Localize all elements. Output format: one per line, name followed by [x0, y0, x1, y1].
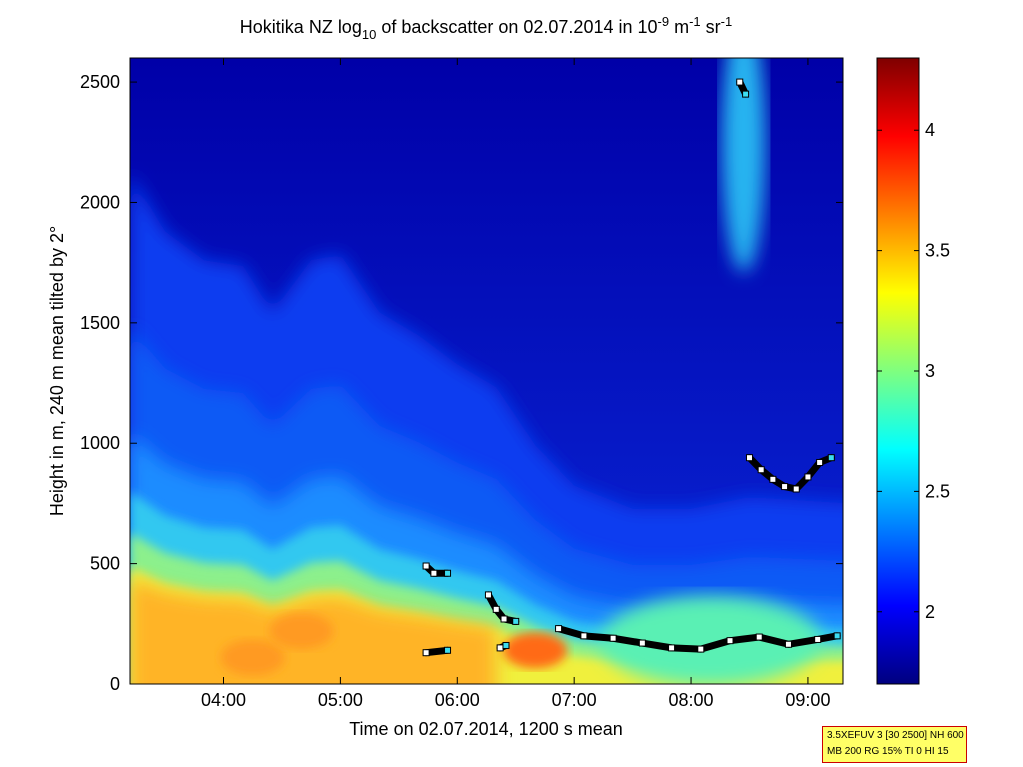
marker-series-layer-0620 [484, 591, 520, 625]
y-tick-label-5: 2500 [80, 72, 120, 92]
marker-point [555, 625, 563, 633]
marker-point [492, 605, 500, 613]
field-hotspot-2 [503, 632, 568, 669]
marker-point [792, 485, 800, 493]
marker-point [422, 649, 430, 657]
y-tick-label-0: 0 [110, 674, 120, 694]
marker-point [827, 454, 835, 462]
marker-point [500, 615, 508, 623]
y-axis: 0 500 1000 1500 2000 2500 [80, 72, 843, 694]
cb-tick-label-3: 3.5 [925, 241, 950, 261]
marker-point [745, 454, 753, 462]
marker-point [781, 483, 789, 491]
field-surface-late [600, 595, 821, 684]
marker-series-boundary-layer [555, 625, 841, 653]
marker-point [816, 458, 824, 466]
x-axis: 04:00 05:00 06:00 07:00 08:00 09:00 [201, 58, 830, 710]
layer-markers [422, 78, 841, 657]
marker-point [512, 617, 520, 625]
marker-point [444, 569, 452, 577]
info-line-2: MB 200 RG 15% TI 0 HI 15 [827, 746, 949, 757]
marker-trace-layer-0620 [484, 591, 520, 625]
y-tick-label-1: 500 [90, 554, 120, 574]
marker-series-layer-0545-low [422, 646, 452, 657]
cb-tick-label-2: 3 [925, 361, 935, 381]
x-tick-label-3: 07:00 [552, 690, 597, 710]
x-axis-label: Time on 02.07.2014, 1200 s mean [349, 719, 623, 739]
marker-point [726, 637, 734, 645]
marker-point [444, 646, 452, 654]
info-line-1: 3.5XEFUV 3 [30 2500] NH 600 [827, 730, 964, 741]
cb-tick-label-1: 2.5 [925, 481, 950, 501]
chart-title: Hokitika NZ log10 of backscatter on 02.0… [240, 14, 732, 42]
y-axis-label: Height in m, 240 m mean tilted by 2° [47, 226, 67, 516]
cb-tick-label-0: 2 [925, 602, 935, 622]
marker-point [769, 475, 777, 483]
field-hotspot-0 [220, 639, 285, 676]
marker-series-layer-0545 [422, 562, 452, 577]
marker-point [736, 78, 744, 86]
heatmap-field [130, 58, 843, 684]
marker-point [757, 466, 765, 474]
y-tick-label-2: 1000 [80, 433, 120, 453]
marker-point [580, 632, 588, 640]
marker-series-top-layer [736, 78, 750, 98]
marker-series-upper-layer [745, 454, 835, 493]
marker-point [484, 591, 492, 599]
marker-point [804, 473, 812, 481]
marker-point [697, 645, 705, 653]
field-plume [721, 58, 766, 273]
y-tick-label-3: 1500 [80, 313, 120, 333]
marker-point [496, 644, 504, 652]
x-tick-label-1: 05:00 [318, 690, 363, 710]
marker-point [784, 640, 792, 648]
marker-point [609, 634, 617, 642]
marker-point [422, 562, 430, 570]
colorbar-axis: 2 2.5 3 3.5 4 [877, 120, 950, 622]
colorbar [876, 57, 920, 685]
marker-point [668, 644, 676, 652]
marker-point [833, 632, 841, 640]
marker-point [755, 633, 763, 641]
x-tick-label-2: 06:00 [435, 690, 480, 710]
cb-tick-label-4: 4 [925, 120, 935, 140]
field-hotspot-1 [269, 613, 334, 650]
marker-point [638, 639, 646, 647]
marker-point [814, 635, 822, 643]
plot-frame [129, 57, 844, 685]
marker-point [742, 90, 750, 98]
info-box: 3.5XEFUV 3 [30 2500] NH 600 MB 200 RG 15… [822, 726, 967, 763]
marker-point [430, 569, 438, 577]
marker-trace-layer-0545-low [422, 646, 452, 657]
x-tick-label-4: 08:00 [669, 690, 714, 710]
marker-series-layer-0625-low [496, 641, 510, 652]
x-tick-label-5: 09:00 [785, 690, 830, 710]
y-tick-label-4: 2000 [80, 192, 120, 212]
x-tick-label-0: 04:00 [201, 690, 246, 710]
marker-point [502, 641, 510, 649]
